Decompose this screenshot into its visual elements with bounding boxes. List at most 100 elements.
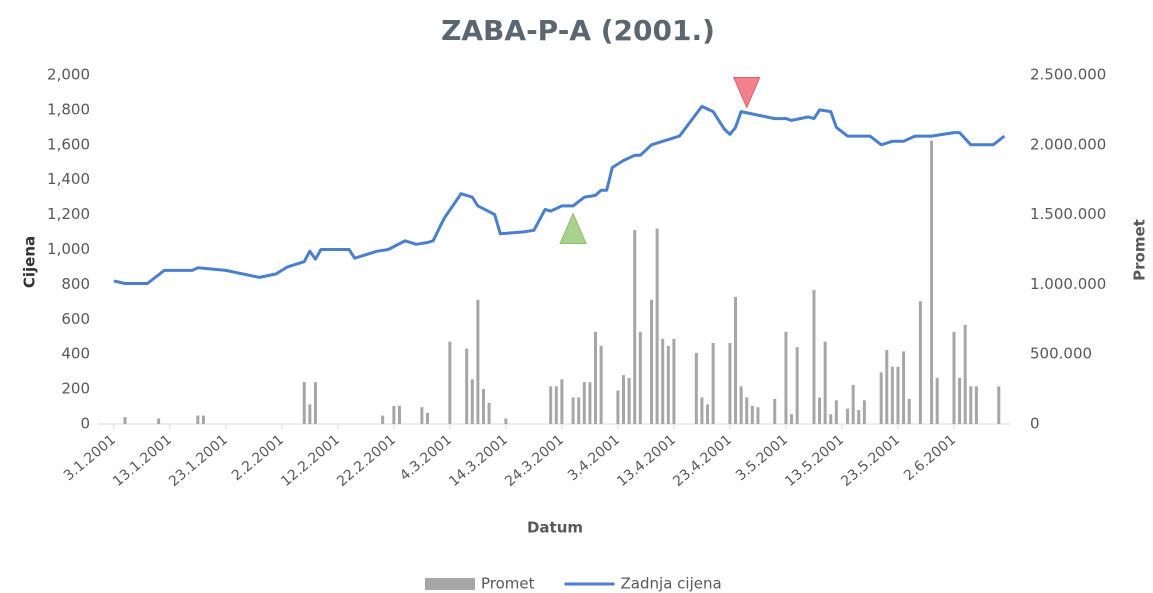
bar <box>638 331 642 424</box>
bar <box>582 382 586 424</box>
legend-label: Zadnja cijena <box>621 575 722 593</box>
bar <box>834 400 838 424</box>
y-tick-label: 2,000 <box>47 66 90 84</box>
bar <box>739 386 743 424</box>
bar <box>918 301 922 424</box>
bar <box>392 405 396 424</box>
legend-label: Promet <box>481 575 535 593</box>
bar <box>851 384 855 424</box>
bar <box>622 375 626 424</box>
x-tick-label: 13.5.2001 <box>782 432 847 490</box>
bar <box>571 397 575 424</box>
bar <box>795 347 799 424</box>
y-tick-label: 0 <box>80 415 90 433</box>
bar <box>588 382 592 424</box>
bar <box>818 397 822 424</box>
bar <box>672 338 676 424</box>
bar <box>476 299 480 424</box>
bar <box>633 229 637 424</box>
bar <box>397 405 401 424</box>
bar <box>963 324 967 424</box>
bar <box>890 366 894 424</box>
bar <box>661 338 665 424</box>
bar <box>812 289 816 424</box>
y-axis-label: Cijena <box>21 236 39 288</box>
signal-marker <box>559 212 587 245</box>
bar <box>313 382 317 424</box>
bar <box>201 415 205 424</box>
y-tick-label: 1,200 <box>47 205 90 223</box>
y2-tick-label: 2.000.000 <box>1030 135 1106 153</box>
bar <box>381 415 385 424</box>
bar <box>823 341 827 424</box>
bar <box>157 418 161 424</box>
bar <box>930 140 934 424</box>
y-tick-label: 800 <box>61 275 90 293</box>
price-line <box>113 104 1006 285</box>
bar <box>706 404 710 424</box>
bar <box>577 397 581 424</box>
bar <box>756 407 760 424</box>
y2-tick-label: 1.500.000 <box>1030 205 1106 223</box>
bar <box>655 228 659 424</box>
x-tick-label: 23.5.2001 <box>838 432 903 490</box>
y-tick-label: 1,000 <box>47 240 90 258</box>
bar <box>196 415 200 424</box>
bar <box>448 341 452 424</box>
bar <box>594 331 598 424</box>
y2-tick-label: 1.000.000 <box>1030 275 1106 293</box>
bar <box>974 386 978 424</box>
bar <box>560 379 564 424</box>
bar <box>896 366 900 424</box>
y2-axis-label: Promet <box>1131 219 1149 281</box>
x-axis-label: Datum <box>527 519 583 537</box>
x-tick-label: 23.4.2001 <box>670 432 735 490</box>
x-tick-label: 23.1.2001 <box>166 432 231 490</box>
bar <box>745 397 749 424</box>
bar <box>790 414 794 424</box>
bar <box>958 377 962 424</box>
x-tick-label: 24.3.2001 <box>502 432 567 490</box>
signal-marker <box>732 76 761 109</box>
bar <box>420 407 424 424</box>
bar <box>773 398 777 424</box>
y-tick-label: 1,400 <box>47 170 90 188</box>
bar <box>694 352 698 424</box>
y-tick-label: 200 <box>61 380 90 398</box>
x-tick-label: 22.2.2001 <box>334 432 399 490</box>
bar <box>879 372 883 424</box>
bar <box>123 417 127 424</box>
bar <box>711 343 715 424</box>
bar <box>784 331 788 424</box>
y2-tick-label: 2.500.000 <box>1030 66 1106 84</box>
chart-title: ZABA-P-A (2001.) <box>441 14 715 47</box>
bar <box>728 343 732 424</box>
bar <box>952 331 956 424</box>
legend-swatch <box>425 578 475 590</box>
bar <box>902 351 906 424</box>
bar <box>969 386 973 424</box>
bar <box>700 397 704 424</box>
bar <box>907 398 911 424</box>
y-tick-label: 1,600 <box>47 135 90 153</box>
bar <box>549 386 553 424</box>
bar <box>481 389 485 424</box>
x-tick-label: 14.3.2001 <box>446 432 511 490</box>
x-tick-label: 2.6.2001 <box>901 432 959 484</box>
bar <box>857 410 861 424</box>
bar <box>862 400 866 424</box>
bar <box>829 414 833 424</box>
bar <box>650 299 654 424</box>
y-tick-label: 400 <box>61 345 90 363</box>
bar <box>666 345 670 424</box>
bar <box>487 403 491 424</box>
y2-tick-label: 0 <box>1030 415 1040 433</box>
bar <box>846 408 850 424</box>
bar <box>504 418 508 424</box>
bar <box>885 350 889 424</box>
bar <box>997 386 1001 424</box>
bar <box>599 345 603 424</box>
y2-tick-label: 500.000 <box>1030 345 1092 363</box>
